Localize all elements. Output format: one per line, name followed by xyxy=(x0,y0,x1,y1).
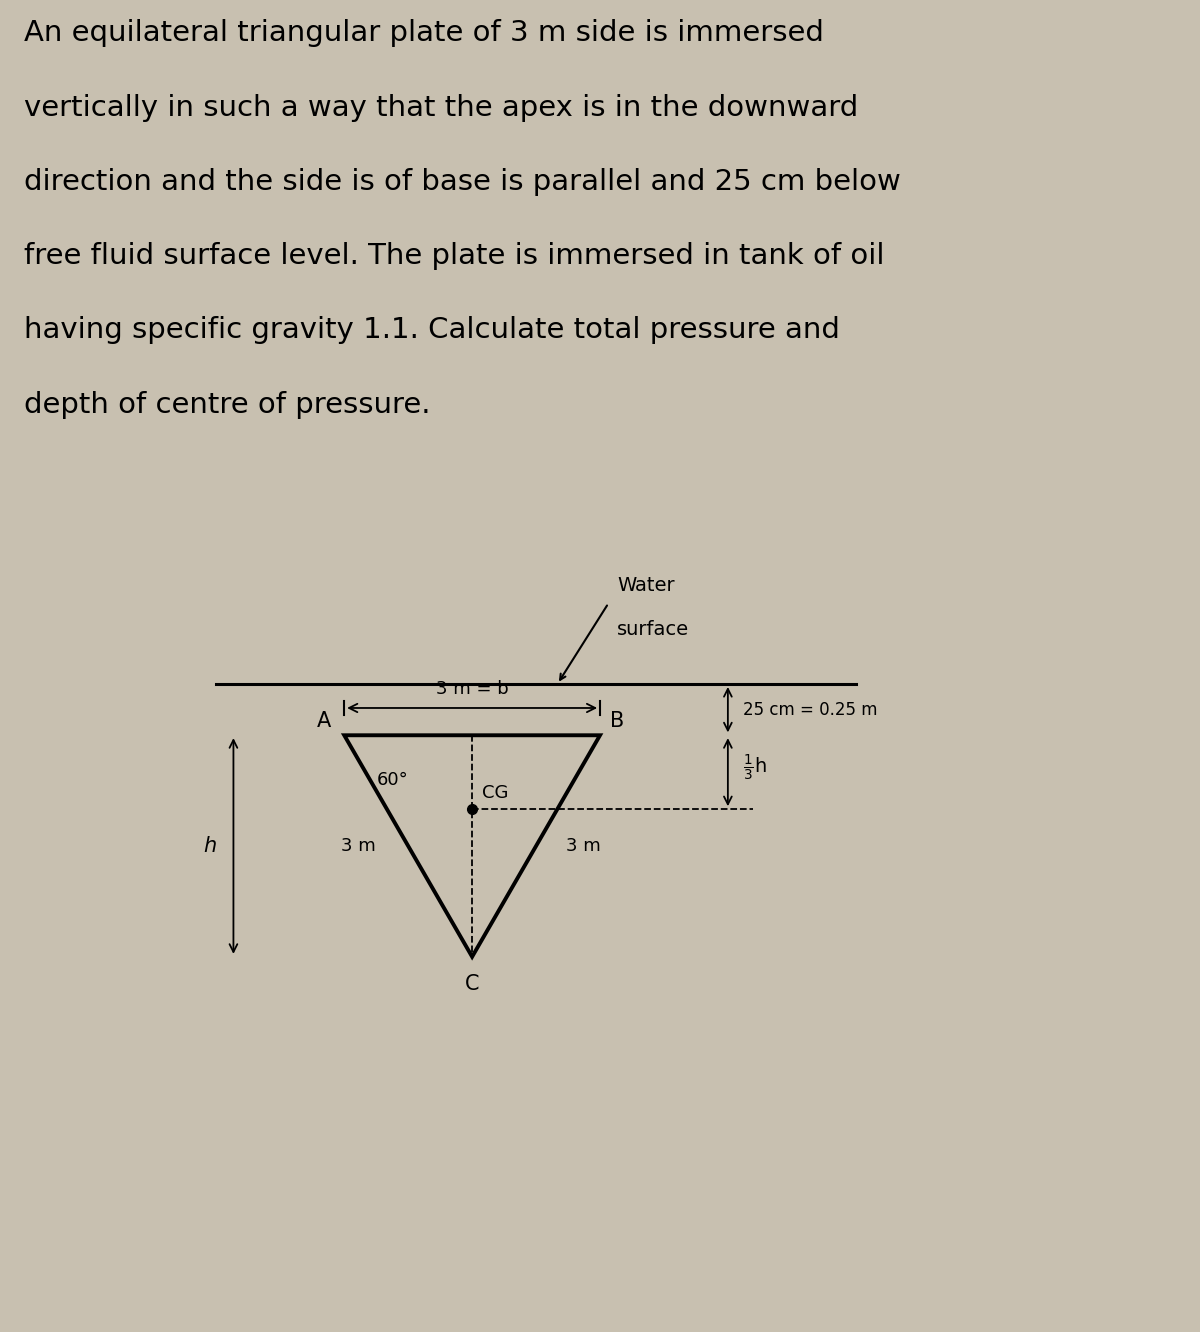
Text: having specific gravity 1.1. Calculate total pressure and: having specific gravity 1.1. Calculate t… xyxy=(24,317,840,345)
Text: 25 cm = 0.25 m: 25 cm = 0.25 m xyxy=(743,701,877,719)
Text: depth of centre of pressure.: depth of centre of pressure. xyxy=(24,390,431,418)
Text: h: h xyxy=(203,836,216,856)
Text: 3 m = b: 3 m = b xyxy=(436,679,509,698)
Text: surface: surface xyxy=(617,621,689,639)
Text: B: B xyxy=(611,711,624,731)
Text: free fluid surface level. The plate is immersed in tank of oil: free fluid surface level. The plate is i… xyxy=(24,242,884,270)
Text: CG: CG xyxy=(482,785,509,802)
Text: direction and the side is of base is parallel and 25 cm below: direction and the side is of base is par… xyxy=(24,168,901,196)
Text: A: A xyxy=(317,711,331,731)
Text: 60°: 60° xyxy=(377,771,408,789)
Text: Water: Water xyxy=(617,575,674,594)
Text: C: C xyxy=(464,974,479,994)
Text: $\frac{1}{3}$h: $\frac{1}{3}$h xyxy=(743,753,767,783)
Text: 3 m: 3 m xyxy=(566,836,601,855)
Text: An equilateral triangular plate of 3 m side is immersed: An equilateral triangular plate of 3 m s… xyxy=(24,19,824,47)
Text: 3 m: 3 m xyxy=(341,836,376,855)
Text: vertically in such a way that the apex is in the downward: vertically in such a way that the apex i… xyxy=(24,93,858,121)
